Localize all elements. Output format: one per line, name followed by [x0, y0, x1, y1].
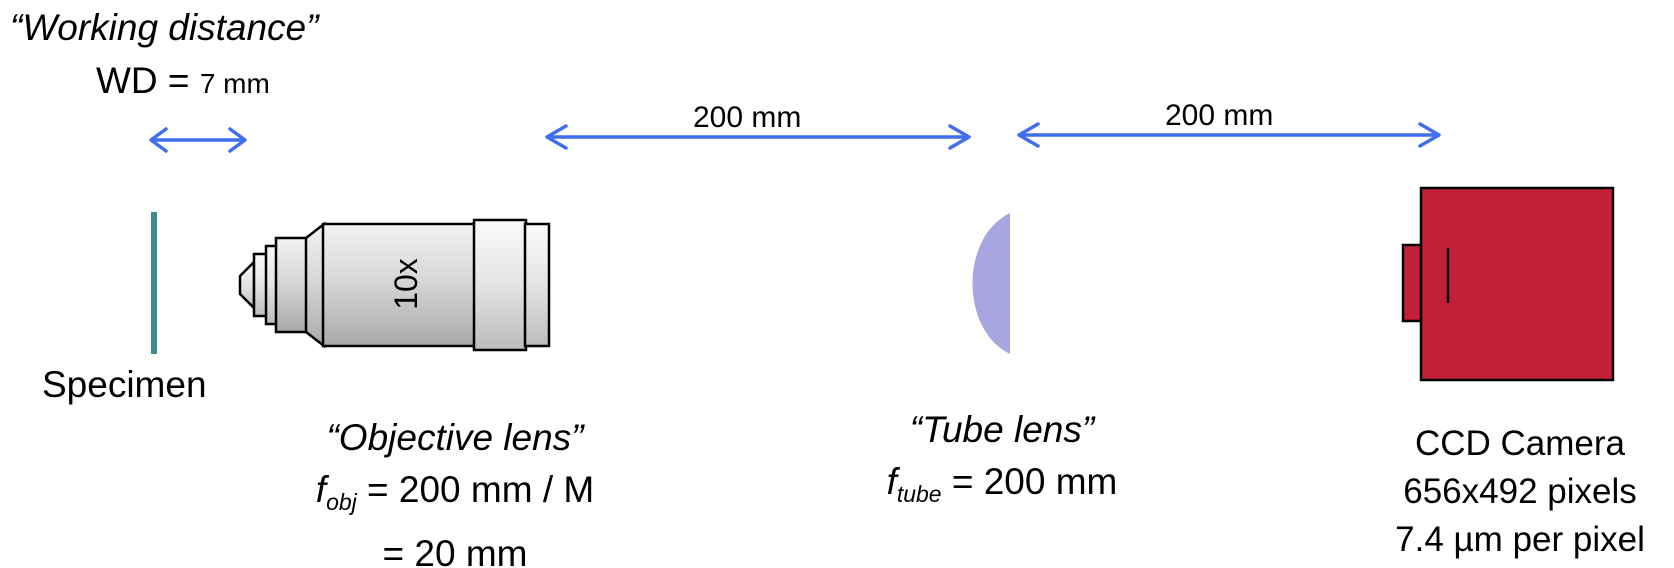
tube-f-subscript: tube	[896, 481, 942, 508]
objective-f-eq: = 200 mm / M	[356, 469, 595, 510]
objective-f-symbol: f	[315, 469, 327, 510]
working-distance-equation: WD = 7 mm	[96, 62, 270, 99]
wd-eq-prefix: WD =	[96, 60, 200, 101]
objective-magnification-label: 10x	[388, 258, 424, 310]
ccd-camera-caption: CCD Camera 656x492 pixels 7.4 µm per pix…	[1395, 420, 1645, 564]
objective-lens-caption: “Objective lens” fobj = 200 mm / M = 20 …	[316, 412, 594, 568]
ccd-camera-icon	[1401, 186, 1615, 382]
tube-focal-equation: ftube = 200 mm	[887, 456, 1118, 520]
specimen-label: Specimen	[42, 364, 207, 405]
camera-pixel-size: 7.4 µm per pixel	[1395, 520, 1645, 559]
objective-f-subscript: obj	[326, 489, 357, 516]
objective-focal-value: = 20 mm	[382, 533, 528, 568]
working-distance-arrow	[149, 127, 247, 153]
working-distance-title: “Working distance”	[10, 7, 319, 48]
wd-eq-value: 7 mm	[199, 68, 270, 99]
tube-to-camera-arrow	[1017, 122, 1441, 148]
tube-f-eq: = 200 mm	[941, 461, 1118, 502]
tube-f-symbol: f	[886, 461, 897, 502]
objective-focal-equation: fobj = 200 mm / M	[316, 464, 594, 528]
tube-lens-caption: “Tube lens” ftube = 200 mm	[887, 404, 1118, 520]
tube-to-camera-distance-label: 200 mm	[1165, 99, 1274, 132]
tube-lens-shape	[972, 213, 1010, 354]
objective-lens-title: “Objective lens”	[326, 417, 584, 458]
camera-title: CCD Camera	[1414, 424, 1626, 463]
obj-to-tube-distance-label: 200 mm	[693, 101, 802, 134]
objective-lens-icon	[238, 218, 551, 352]
specimen-slide	[151, 212, 157, 354]
obj-to-tube-arrow	[545, 124, 971, 150]
tube-lens-title: “Tube lens”	[909, 409, 1095, 450]
camera-resolution: 656x492 pixels	[1403, 472, 1637, 511]
